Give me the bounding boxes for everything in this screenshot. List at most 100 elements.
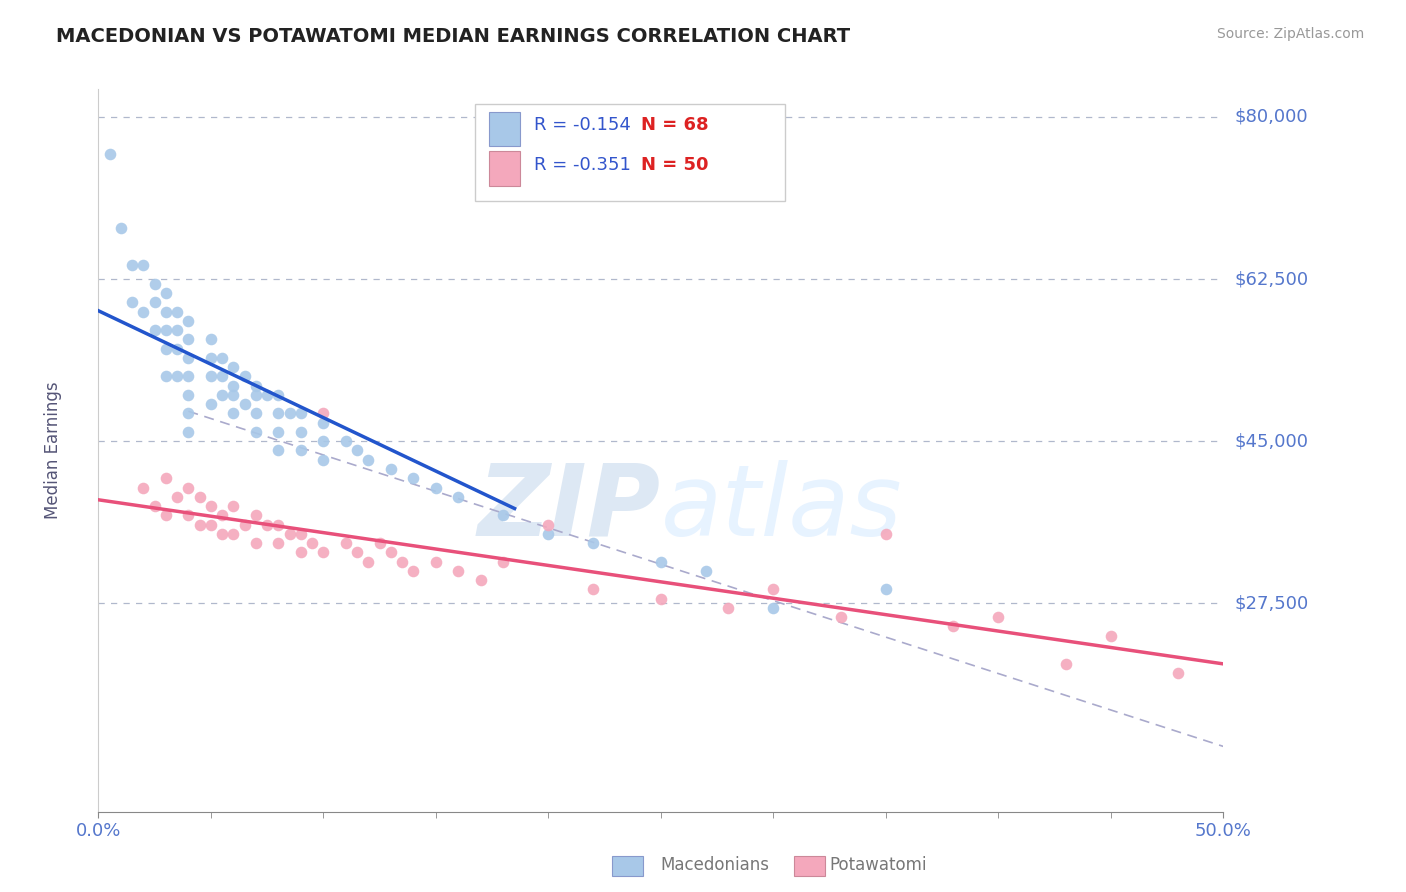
Point: [222, 388, 245, 402]
Point: [155, 471, 177, 485]
Point: [762, 582, 785, 597]
Point: [222, 526, 245, 541]
Point: [312, 406, 335, 420]
Point: [121, 258, 143, 272]
Point: [492, 555, 515, 569]
Point: [143, 277, 166, 291]
Point: [155, 342, 177, 356]
Point: [335, 434, 357, 449]
Point: [132, 481, 155, 495]
Point: [290, 526, 312, 541]
Point: [222, 499, 245, 513]
Point: [312, 434, 335, 449]
Point: [211, 388, 233, 402]
Point: [447, 490, 470, 504]
Point: [200, 332, 222, 346]
Point: [447, 564, 470, 578]
Point: [245, 536, 267, 550]
Point: [492, 508, 515, 523]
Point: [267, 536, 290, 550]
Point: [233, 369, 256, 384]
Point: [166, 342, 188, 356]
Point: [211, 369, 233, 384]
Point: [267, 425, 290, 439]
Point: [650, 591, 672, 606]
Point: [200, 517, 222, 532]
Point: [346, 545, 368, 559]
Point: [166, 490, 188, 504]
Text: Median Earnings: Median Earnings: [45, 382, 62, 519]
Point: [987, 610, 1010, 624]
Point: [695, 564, 717, 578]
Bar: [489, 112, 520, 146]
Point: [256, 388, 278, 402]
Point: [245, 378, 267, 392]
Point: [177, 425, 200, 439]
Point: [357, 452, 380, 467]
Point: [245, 425, 267, 439]
Point: [177, 332, 200, 346]
Point: [582, 582, 605, 597]
Point: [222, 378, 245, 392]
Point: [402, 564, 425, 578]
Point: [177, 508, 200, 523]
Point: [177, 369, 200, 384]
Point: [470, 573, 492, 587]
Text: N = 68: N = 68: [641, 116, 709, 135]
Point: [256, 517, 278, 532]
Point: [211, 508, 233, 523]
Point: [188, 490, 211, 504]
Point: [132, 258, 155, 272]
Point: [211, 526, 233, 541]
Text: $27,500: $27,500: [1234, 594, 1309, 612]
Point: [312, 452, 335, 467]
Point: [222, 406, 245, 420]
Point: [290, 425, 312, 439]
Point: [582, 536, 605, 550]
Point: [132, 304, 155, 318]
Point: [155, 304, 177, 318]
Point: [110, 221, 132, 235]
Point: [368, 536, 391, 550]
Point: [717, 601, 740, 615]
Point: [312, 545, 335, 559]
Point: [222, 360, 245, 375]
Point: [425, 481, 447, 495]
Point: [312, 416, 335, 430]
Point: [1167, 665, 1189, 680]
Point: [200, 499, 222, 513]
Point: [391, 555, 413, 569]
Point: [267, 388, 290, 402]
Text: $62,500: $62,500: [1234, 270, 1309, 288]
Point: [121, 295, 143, 310]
Point: [1099, 629, 1122, 643]
Point: [267, 443, 290, 458]
Point: [650, 555, 672, 569]
Text: R = -0.351: R = -0.351: [534, 156, 631, 174]
Point: [177, 481, 200, 495]
Point: [290, 406, 312, 420]
Point: [166, 323, 188, 337]
Text: Macedonians: Macedonians: [661, 856, 770, 874]
Text: Potawatomi: Potawatomi: [830, 856, 927, 874]
Point: [143, 499, 166, 513]
Point: [357, 555, 380, 569]
Point: [245, 388, 267, 402]
Point: [1054, 657, 1077, 671]
Point: [335, 536, 357, 550]
Point: [98, 147, 121, 161]
Point: [155, 369, 177, 384]
Point: [188, 517, 211, 532]
Point: [290, 443, 312, 458]
Point: [200, 351, 222, 365]
Point: [290, 545, 312, 559]
Point: [177, 351, 200, 365]
Point: [200, 369, 222, 384]
Point: [155, 285, 177, 300]
Point: [200, 397, 222, 411]
Point: [155, 323, 177, 337]
Point: [233, 397, 256, 411]
Point: [177, 314, 200, 328]
Point: [278, 406, 301, 420]
Point: [211, 351, 233, 365]
